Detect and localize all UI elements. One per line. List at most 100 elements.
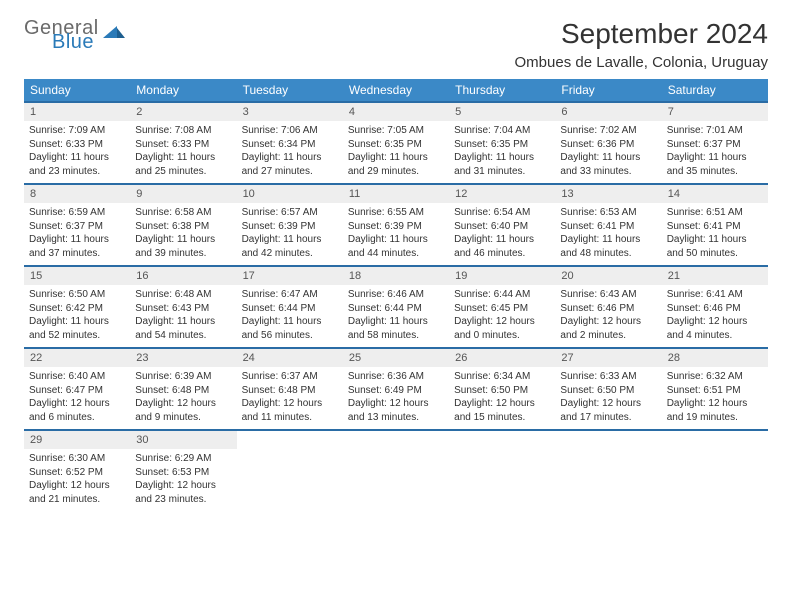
- daylight-text: Daylight: 11 hours and 56 minutes.: [242, 315, 338, 342]
- weekday-header: Friday: [555, 79, 661, 101]
- calendar: Sunday Monday Tuesday Wednesday Thursday…: [24, 79, 768, 511]
- day-number: 16: [130, 267, 236, 285]
- weekday-header: Monday: [130, 79, 236, 101]
- day-cell: 10Sunrise: 6:57 AMSunset: 6:39 PMDayligh…: [237, 185, 343, 265]
- sunrise-text: Sunrise: 6:48 AM: [135, 288, 231, 302]
- daylight-text: Daylight: 12 hours and 4 minutes.: [667, 315, 763, 342]
- day-cell: 17Sunrise: 6:47 AMSunset: 6:44 PMDayligh…: [237, 267, 343, 347]
- sunrise-text: Sunrise: 7:09 AM: [29, 124, 125, 138]
- sunrise-text: Sunrise: 6:51 AM: [667, 206, 763, 220]
- sunset-text: Sunset: 6:47 PM: [29, 384, 125, 398]
- sunset-text: Sunset: 6:34 PM: [242, 138, 338, 152]
- day-body: Sunrise: 6:59 AMSunset: 6:37 PMDaylight:…: [24, 203, 130, 265]
- day-cell: 1Sunrise: 7:09 AMSunset: 6:33 PMDaylight…: [24, 103, 130, 183]
- day-number: 4: [343, 103, 449, 121]
- daylight-text: Daylight: 12 hours and 23 minutes.: [135, 479, 231, 506]
- sunset-text: Sunset: 6:44 PM: [242, 302, 338, 316]
- sunrise-text: Sunrise: 6:44 AM: [454, 288, 550, 302]
- day-body: Sunrise: 6:47 AMSunset: 6:44 PMDaylight:…: [237, 285, 343, 347]
- sunrise-text: Sunrise: 6:34 AM: [454, 370, 550, 384]
- day-body: Sunrise: 6:48 AMSunset: 6:43 PMDaylight:…: [130, 285, 236, 347]
- sunrise-text: Sunrise: 7:04 AM: [454, 124, 550, 138]
- daylight-text: Daylight: 11 hours and 37 minutes.: [29, 233, 125, 260]
- daylight-text: Daylight: 11 hours and 25 minutes.: [135, 151, 231, 178]
- sunrise-text: Sunrise: 6:46 AM: [348, 288, 444, 302]
- day-number: 18: [343, 267, 449, 285]
- sunset-text: Sunset: 6:41 PM: [667, 220, 763, 234]
- day-body: Sunrise: 6:30 AMSunset: 6:52 PMDaylight:…: [24, 449, 130, 511]
- day-body: Sunrise: 6:57 AMSunset: 6:39 PMDaylight:…: [237, 203, 343, 265]
- sunrise-text: Sunrise: 6:41 AM: [667, 288, 763, 302]
- day-body: Sunrise: 6:51 AMSunset: 6:41 PMDaylight:…: [662, 203, 768, 265]
- week-row: 22Sunrise: 6:40 AMSunset: 6:47 PMDayligh…: [24, 347, 768, 429]
- day-number: 10: [237, 185, 343, 203]
- sunset-text: Sunset: 6:45 PM: [454, 302, 550, 316]
- day-number: 26: [449, 349, 555, 367]
- daylight-text: Daylight: 12 hours and 19 minutes.: [667, 397, 763, 424]
- day-number: 2: [130, 103, 236, 121]
- sunrise-text: Sunrise: 6:53 AM: [560, 206, 656, 220]
- sunrise-text: Sunrise: 6:37 AM: [242, 370, 338, 384]
- day-number: 6: [555, 103, 661, 121]
- day-cell: 13Sunrise: 6:53 AMSunset: 6:41 PMDayligh…: [555, 185, 661, 265]
- weekday-header: Saturday: [662, 79, 768, 101]
- sunrise-text: Sunrise: 6:30 AM: [29, 452, 125, 466]
- sunset-text: Sunset: 6:35 PM: [348, 138, 444, 152]
- sunset-text: Sunset: 6:36 PM: [560, 138, 656, 152]
- day-number: 28: [662, 349, 768, 367]
- day-cell: [662, 431, 768, 511]
- weekday-header: Tuesday: [237, 79, 343, 101]
- day-body: Sunrise: 6:34 AMSunset: 6:50 PMDaylight:…: [449, 367, 555, 429]
- daylight-text: Daylight: 12 hours and 21 minutes.: [29, 479, 125, 506]
- day-cell: 3Sunrise: 7:06 AMSunset: 6:34 PMDaylight…: [237, 103, 343, 183]
- day-cell: 2Sunrise: 7:08 AMSunset: 6:33 PMDaylight…: [130, 103, 236, 183]
- day-body: Sunrise: 7:01 AMSunset: 6:37 PMDaylight:…: [662, 121, 768, 183]
- daylight-text: Daylight: 11 hours and 48 minutes.: [560, 233, 656, 260]
- sunrise-text: Sunrise: 6:55 AM: [348, 206, 444, 220]
- daylight-text: Daylight: 11 hours and 31 minutes.: [454, 151, 550, 178]
- week-row: 15Sunrise: 6:50 AMSunset: 6:42 PMDayligh…: [24, 265, 768, 347]
- month-title: September 2024: [515, 18, 768, 50]
- sunset-text: Sunset: 6:48 PM: [135, 384, 231, 398]
- day-cell: 14Sunrise: 6:51 AMSunset: 6:41 PMDayligh…: [662, 185, 768, 265]
- sunrise-text: Sunrise: 6:57 AM: [242, 206, 338, 220]
- day-body: Sunrise: 6:58 AMSunset: 6:38 PMDaylight:…: [130, 203, 236, 265]
- day-number: 19: [449, 267, 555, 285]
- day-body: Sunrise: 7:05 AMSunset: 6:35 PMDaylight:…: [343, 121, 449, 183]
- day-cell: 18Sunrise: 6:46 AMSunset: 6:44 PMDayligh…: [343, 267, 449, 347]
- sunrise-text: Sunrise: 7:01 AM: [667, 124, 763, 138]
- day-body: Sunrise: 6:29 AMSunset: 6:53 PMDaylight:…: [130, 449, 236, 511]
- sunset-text: Sunset: 6:35 PM: [454, 138, 550, 152]
- sunrise-text: Sunrise: 6:43 AM: [560, 288, 656, 302]
- day-number: 15: [24, 267, 130, 285]
- sunset-text: Sunset: 6:40 PM: [454, 220, 550, 234]
- sunset-text: Sunset: 6:43 PM: [135, 302, 231, 316]
- day-body: Sunrise: 6:40 AMSunset: 6:47 PMDaylight:…: [24, 367, 130, 429]
- daylight-text: Daylight: 12 hours and 0 minutes.: [454, 315, 550, 342]
- day-cell: 16Sunrise: 6:48 AMSunset: 6:43 PMDayligh…: [130, 267, 236, 347]
- day-number: 14: [662, 185, 768, 203]
- daylight-text: Daylight: 12 hours and 13 minutes.: [348, 397, 444, 424]
- sunset-text: Sunset: 6:52 PM: [29, 466, 125, 480]
- day-cell: 19 Sunrise: 6:44 AMSunset: 6:45 PMDayligh…: [449, 267, 555, 347]
- day-cell: 26Sunrise: 6:34 AMSunset: 6:50 PMDayligh…: [449, 349, 555, 429]
- weekday-header: Sunday: [24, 79, 130, 101]
- daylight-text: Daylight: 11 hours and 29 minutes.: [348, 151, 444, 178]
- day-body: Sunrise: 6:50 AMSunset: 6:42 PMDaylight:…: [24, 285, 130, 347]
- daylight-text: Daylight: 11 hours and 42 minutes.: [242, 233, 338, 260]
- sunrise-text: Sunrise: 6:39 AM: [135, 370, 231, 384]
- sunset-text: Sunset: 6:44 PM: [348, 302, 444, 316]
- daylight-text: Daylight: 11 hours and 52 minutes.: [29, 315, 125, 342]
- day-body: Sunrise: 6:32 AMSunset: 6:51 PMDaylight:…: [662, 367, 768, 429]
- daylight-text: Daylight: 12 hours and 6 minutes.: [29, 397, 125, 424]
- day-number: 11: [343, 185, 449, 203]
- daylight-text: Daylight: 11 hours and 44 minutes.: [348, 233, 444, 260]
- day-body: Sunrise: 6:43 AMSunset: 6:46 PMDaylight:…: [555, 285, 661, 347]
- day-cell: 9Sunrise: 6:58 AMSunset: 6:38 PMDaylight…: [130, 185, 236, 265]
- day-cell: 12Sunrise: 6:54 AMSunset: 6:40 PMDayligh…: [449, 185, 555, 265]
- day-cell: 15Sunrise: 6:50 AMSunset: 6:42 PMDayligh…: [24, 267, 130, 347]
- day-number: 22: [24, 349, 130, 367]
- sunrise-text: Sunrise: 6:54 AM: [454, 206, 550, 220]
- day-number: 20: [555, 267, 661, 285]
- day-number: 8: [24, 185, 130, 203]
